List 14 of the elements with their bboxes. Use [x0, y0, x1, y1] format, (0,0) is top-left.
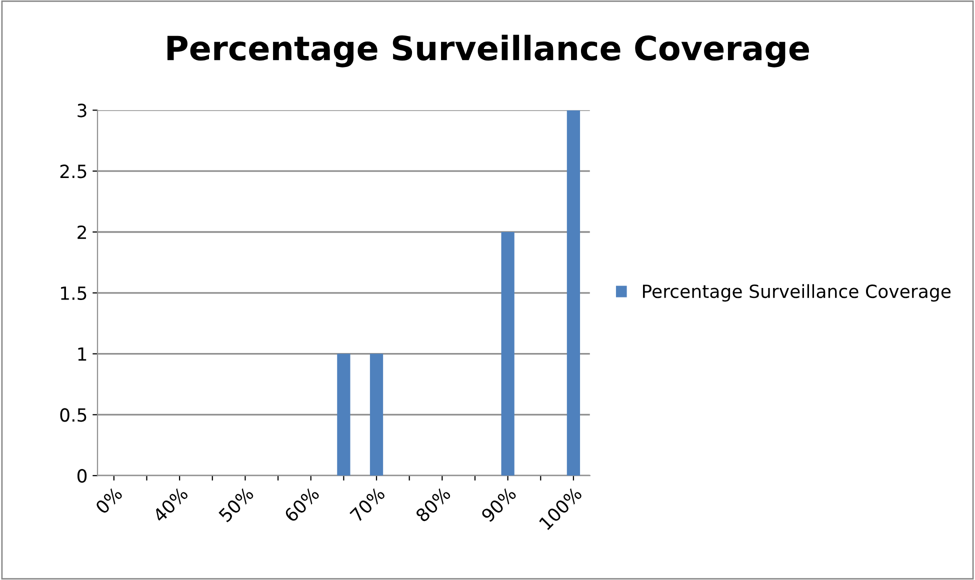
- x-tick-label: 0%: [94, 486, 124, 515]
- y-tick-label: 0: [77, 469, 87, 483]
- bar: [370, 354, 384, 476]
- y-tick-label: 2: [78, 225, 86, 239]
- legend-label: Percentage Surveillance Coverage: [643, 284, 951, 302]
- bar: [337, 354, 350, 476]
- y-tick-label: 2.5: [60, 164, 86, 178]
- bar: [566, 110, 580, 476]
- y-tick-label: 0.5: [60, 408, 86, 422]
- y-tick-label: 1.5: [61, 286, 86, 300]
- y-tick-label: 1: [78, 347, 86, 361]
- bar: [501, 232, 514, 476]
- y-tick-label: 3: [78, 104, 86, 118]
- chart-title: Percentage Surveillance Coverage: [167, 34, 809, 68]
